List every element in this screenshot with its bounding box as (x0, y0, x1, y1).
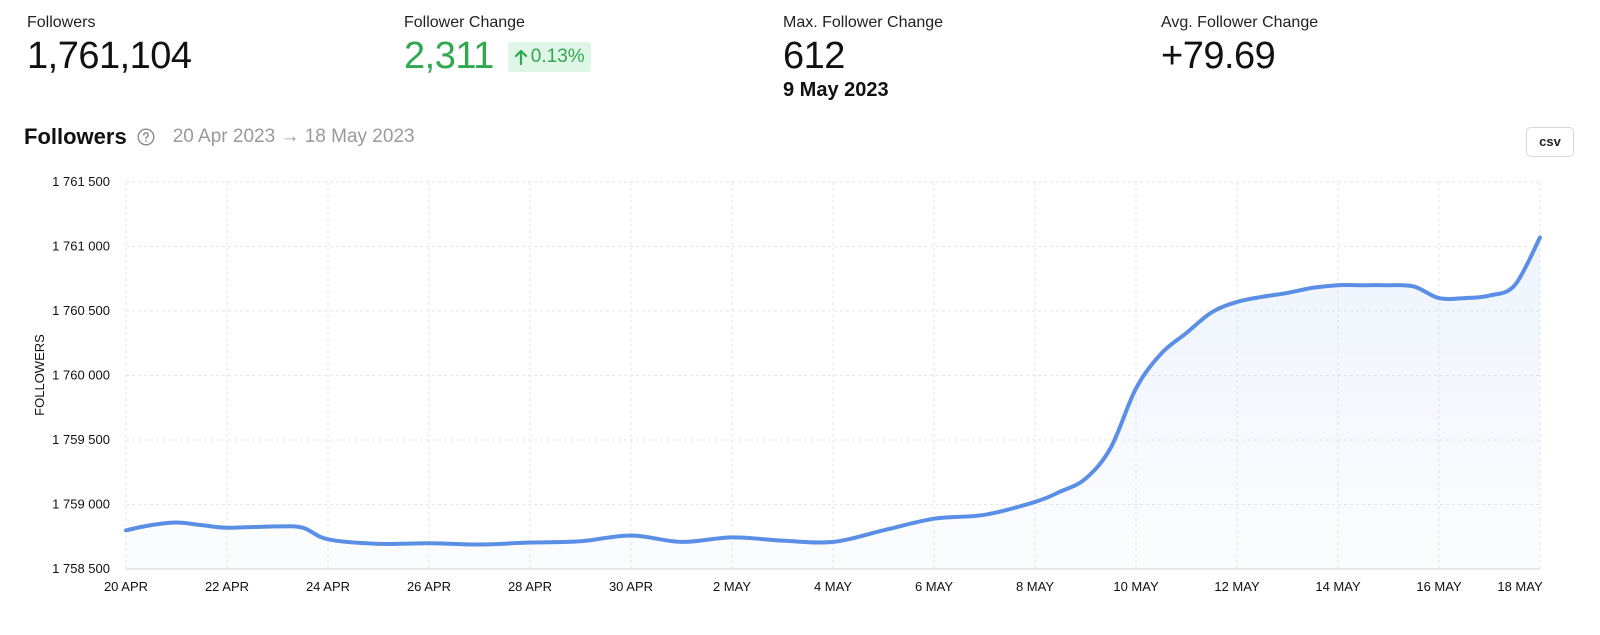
stat-max-follower-change: Max. Follower Change 612 9 May 2023 (783, 14, 943, 102)
data-point (1412, 284, 1416, 288)
data-point (1159, 352, 1163, 356)
x-tick-label: 24 APR (306, 579, 350, 594)
data-point (831, 540, 835, 544)
stat-label: Follower Change (404, 14, 525, 31)
data-point (1513, 283, 1517, 287)
y-tick-label: 1 759 500 (52, 432, 110, 447)
data-point (377, 542, 381, 546)
x-tick-label: 6 MAY (915, 579, 953, 594)
data-point (1538, 235, 1542, 239)
x-tick-label: 8 MAY (1016, 579, 1054, 594)
y-axis-label: FOLLOWERS (32, 334, 47, 416)
data-point (528, 541, 532, 545)
data-point (1361, 283, 1365, 287)
data-point (932, 517, 936, 521)
x-tick-label: 26 APR (407, 579, 451, 594)
data-point (1488, 294, 1492, 298)
chart-header: Followers 20 Apr 2023 → 18 May 2023 (24, 124, 415, 150)
y-tick-label: 1 760 500 (52, 303, 110, 318)
y-tick-label: 1 761 000 (52, 239, 110, 254)
x-axis: 20 APR 22 APR 24 APR 26 APR 28 APR 30 APR 2 MA… (104, 579, 1543, 594)
data-point (1185, 331, 1189, 335)
x-tick-label: 10 MAY (1113, 579, 1159, 594)
data-point (781, 539, 785, 543)
data-point (124, 528, 128, 532)
date-range: 20 Apr 2023 → 18 May 2023 (172, 126, 415, 147)
data-point (1210, 310, 1214, 314)
change-percent: 0.13% (530, 46, 585, 67)
data-point (1286, 291, 1290, 295)
x-tick-label: 2 MAY (713, 579, 751, 594)
x-tick-label: 22 APR (205, 579, 249, 594)
data-point (326, 537, 330, 541)
x-tick-label: 14 MAY (1315, 579, 1361, 594)
stats-bar: Followers 1,761,104 Follower Change 2,31… (0, 0, 1600, 110)
x-tick-label: 30 APR (609, 579, 653, 594)
data-point (225, 526, 229, 530)
data-point (478, 542, 482, 546)
x-tick-label: 12 MAY (1214, 579, 1260, 594)
y-tick-label: 1 761 500 (52, 174, 110, 189)
data-point (1336, 283, 1340, 287)
followers-chart: 1 758 500 1 759 000 1 759 500 1 760 000 1 76… (32, 174, 1543, 594)
data-point (1058, 490, 1062, 494)
data-point (276, 524, 280, 528)
stat-date: 9 May 2023 (783, 79, 889, 101)
data-point (983, 513, 987, 517)
stat-value: 2,311 (404, 35, 494, 77)
stat-label: Followers (27, 14, 96, 31)
stat-value: +79.69 (1161, 35, 1276, 77)
stat-label: Max. Follower Change (783, 14, 944, 31)
x-tick-label: 20 APR (104, 579, 148, 594)
data-point (427, 541, 431, 545)
x-tick-label: 16 MAY (1416, 579, 1462, 594)
x-tick-label: 18 MAY (1497, 579, 1543, 594)
stat-followers: Followers 1,761,104 (27, 14, 192, 78)
follower-area (126, 237, 1540, 569)
csv-export-button[interactable]: csv (1526, 127, 1574, 157)
follower-line (124, 235, 1542, 547)
data-point (1260, 295, 1264, 299)
stat-label: Avg. Follower Change (1161, 14, 1319, 31)
y-tick-label: 1 759 000 (52, 497, 110, 512)
data-point (200, 523, 204, 527)
change-percent-badge: 0.13% (507, 42, 591, 72)
data-point (629, 533, 633, 537)
stat-value: 1,761,104 (27, 35, 192, 77)
help-icon[interactable] (137, 128, 155, 146)
data-point (1134, 386, 1138, 390)
data-point (1437, 296, 1441, 300)
y-tick-label: 1 760 000 (52, 368, 110, 383)
data-point (1235, 300, 1239, 304)
x-tick-label: 28 APR (508, 579, 552, 594)
data-point (680, 540, 684, 544)
data-point (730, 535, 734, 539)
data-point (1084, 477, 1088, 481)
data-point (1311, 286, 1315, 290)
data-point (301, 526, 305, 530)
data-point (882, 528, 886, 532)
arrow-up-icon (514, 49, 527, 65)
data-point (1387, 283, 1391, 287)
data-point (175, 521, 179, 525)
data-point (1462, 296, 1466, 300)
stat-avg-follower-change: Avg. Follower Change +79.69 (1161, 14, 1318, 78)
x-tick-label: 4 MAY (814, 579, 852, 594)
chart-title: Followers (24, 124, 127, 149)
y-axis: 1 758 500 1 759 000 1 759 500 1 760 000 1 76… (52, 174, 110, 576)
data-point (149, 523, 153, 527)
stat-follower-change: Follower Change 2,311 0.13% (404, 14, 591, 78)
data-point (1109, 446, 1113, 450)
stat-value: 612 (783, 35, 845, 77)
y-tick-label: 1 758 500 (52, 561, 110, 576)
data-point (1033, 500, 1037, 504)
data-point (579, 539, 583, 543)
